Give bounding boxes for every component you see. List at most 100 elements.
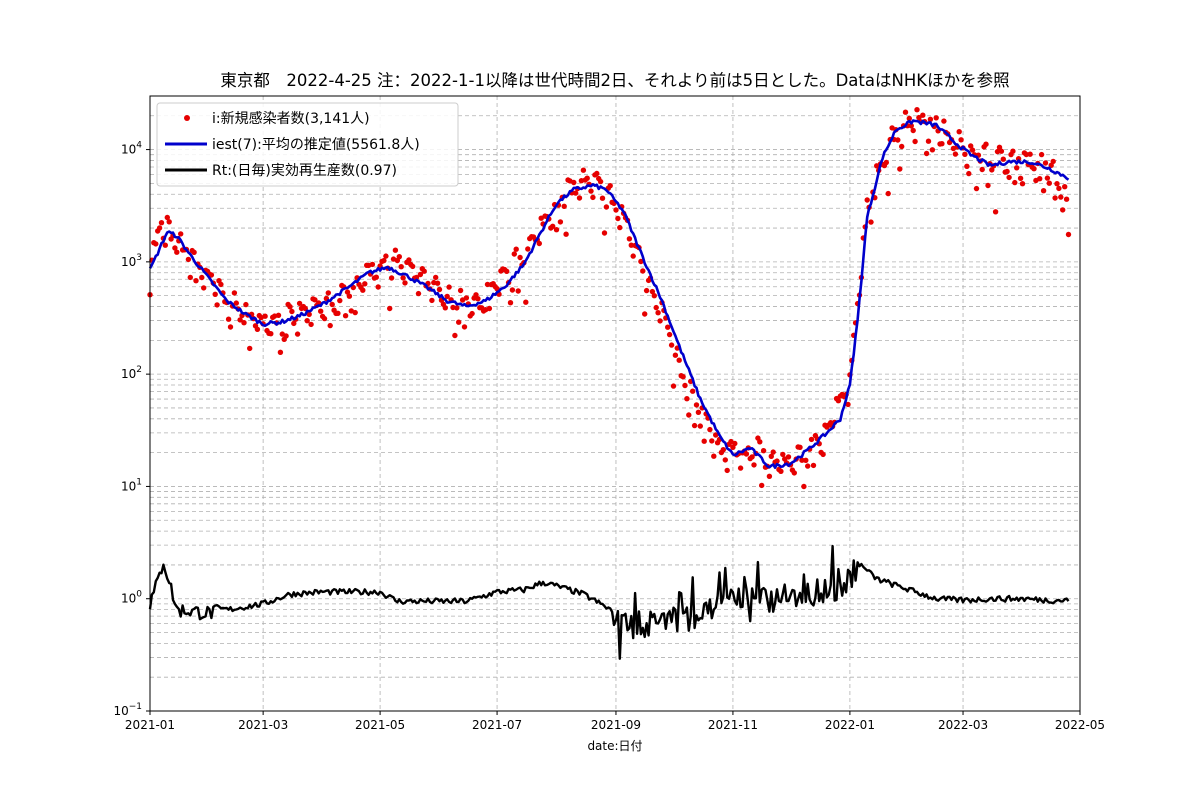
infection-point [178,231,184,237]
infection-point [707,426,713,433]
infection-point [1019,181,1026,187]
infection-point [594,170,600,177]
infection-point [287,304,293,310]
infection-point [845,401,851,408]
infection-point [929,147,936,153]
infection-point [1044,175,1051,181]
y-axis: 10−1 100 101 102 103 104 [113,141,150,718]
infection-point [925,138,932,144]
infection-point [760,448,767,454]
infection-point [337,297,343,304]
infection-point [1037,176,1043,182]
infection-point [864,197,870,203]
infection-point [392,247,399,253]
infection-point [396,254,402,260]
infection-point [956,129,962,135]
infection-point [525,246,531,252]
infection-point [174,249,180,255]
infection-point [446,284,452,290]
infection-point [187,274,193,281]
infection-point [690,388,696,394]
legend-label-rt: Rt:(日毎)実効再生産数(0.97) [212,163,397,179]
x-tick-label: 2021-11 [708,718,758,732]
infection-point [1006,174,1012,181]
infection-point [590,194,596,201]
infection-point [421,268,427,274]
infection-point [325,290,331,296]
infection-point [732,440,738,447]
infection-point [475,296,481,302]
infection-point [1046,180,1053,186]
infection-point [1060,207,1066,213]
infection-point [640,268,646,274]
infection-point [444,293,450,300]
x-tick-label: 2021-05 [355,718,405,732]
infection-point [768,453,774,459]
infection-point [346,293,353,299]
infection-point [454,305,460,311]
infection-point [452,332,458,339]
infection-point [398,264,404,270]
infection-point [766,473,773,479]
infection-point [312,297,318,303]
infection-point [711,453,717,459]
infection-point [757,439,763,445]
infection-point [277,349,284,355]
estimate-line [148,119,1070,470]
infection-point [406,257,412,263]
infection-point [1065,231,1072,238]
infection-point [1042,160,1049,166]
infection-point [218,281,224,288]
infection-point [456,319,462,325]
infection-point [908,123,914,129]
infection-point [316,300,322,306]
infection-point [682,382,688,389]
infection-point [701,438,707,444]
infection-point [296,300,303,307]
infection-point [983,141,989,147]
infection-point [989,167,995,173]
infection-point [294,331,301,337]
legend: i:新規感染者数(3,141人) iest(7):平均の推定値(5561.8人)… [156,102,459,187]
infection-point [413,274,420,281]
infection-point [693,402,700,408]
infection-point [778,468,784,474]
infection-point [553,227,560,233]
infection-point [199,274,205,281]
infection-point [352,309,358,316]
infection-point [1054,181,1060,187]
infection-point [515,288,521,294]
infection-point [895,137,901,143]
infection-point [803,457,809,463]
infection-point [626,236,633,242]
infection-point [241,320,247,326]
x-tick-label: 2021-09 [591,718,641,732]
infection-point [617,224,623,231]
infection-point [797,444,803,450]
infection-point [461,324,468,330]
infection-point [262,313,268,319]
legend-marker-infections [184,115,190,121]
infection-point [233,300,239,306]
infection-point [1063,196,1070,202]
infection-point [1010,148,1016,154]
infection-point [329,301,335,308]
infection-point [968,143,974,149]
infection-point [743,451,750,457]
infection-point [523,299,529,305]
infection-point [720,447,726,453]
infection-point [1031,166,1037,172]
infection-point [651,293,657,299]
infection-point [304,318,310,324]
infection-point [964,163,970,169]
infection-point [237,317,243,323]
infection-point [162,242,168,248]
infection-point [227,324,234,330]
infection-point [580,167,587,173]
infection-point [680,374,686,380]
infection-point [573,190,579,196]
infection-point [344,289,351,295]
infection-point [691,422,698,429]
infection-point [897,166,903,172]
infection-point [536,240,542,247]
